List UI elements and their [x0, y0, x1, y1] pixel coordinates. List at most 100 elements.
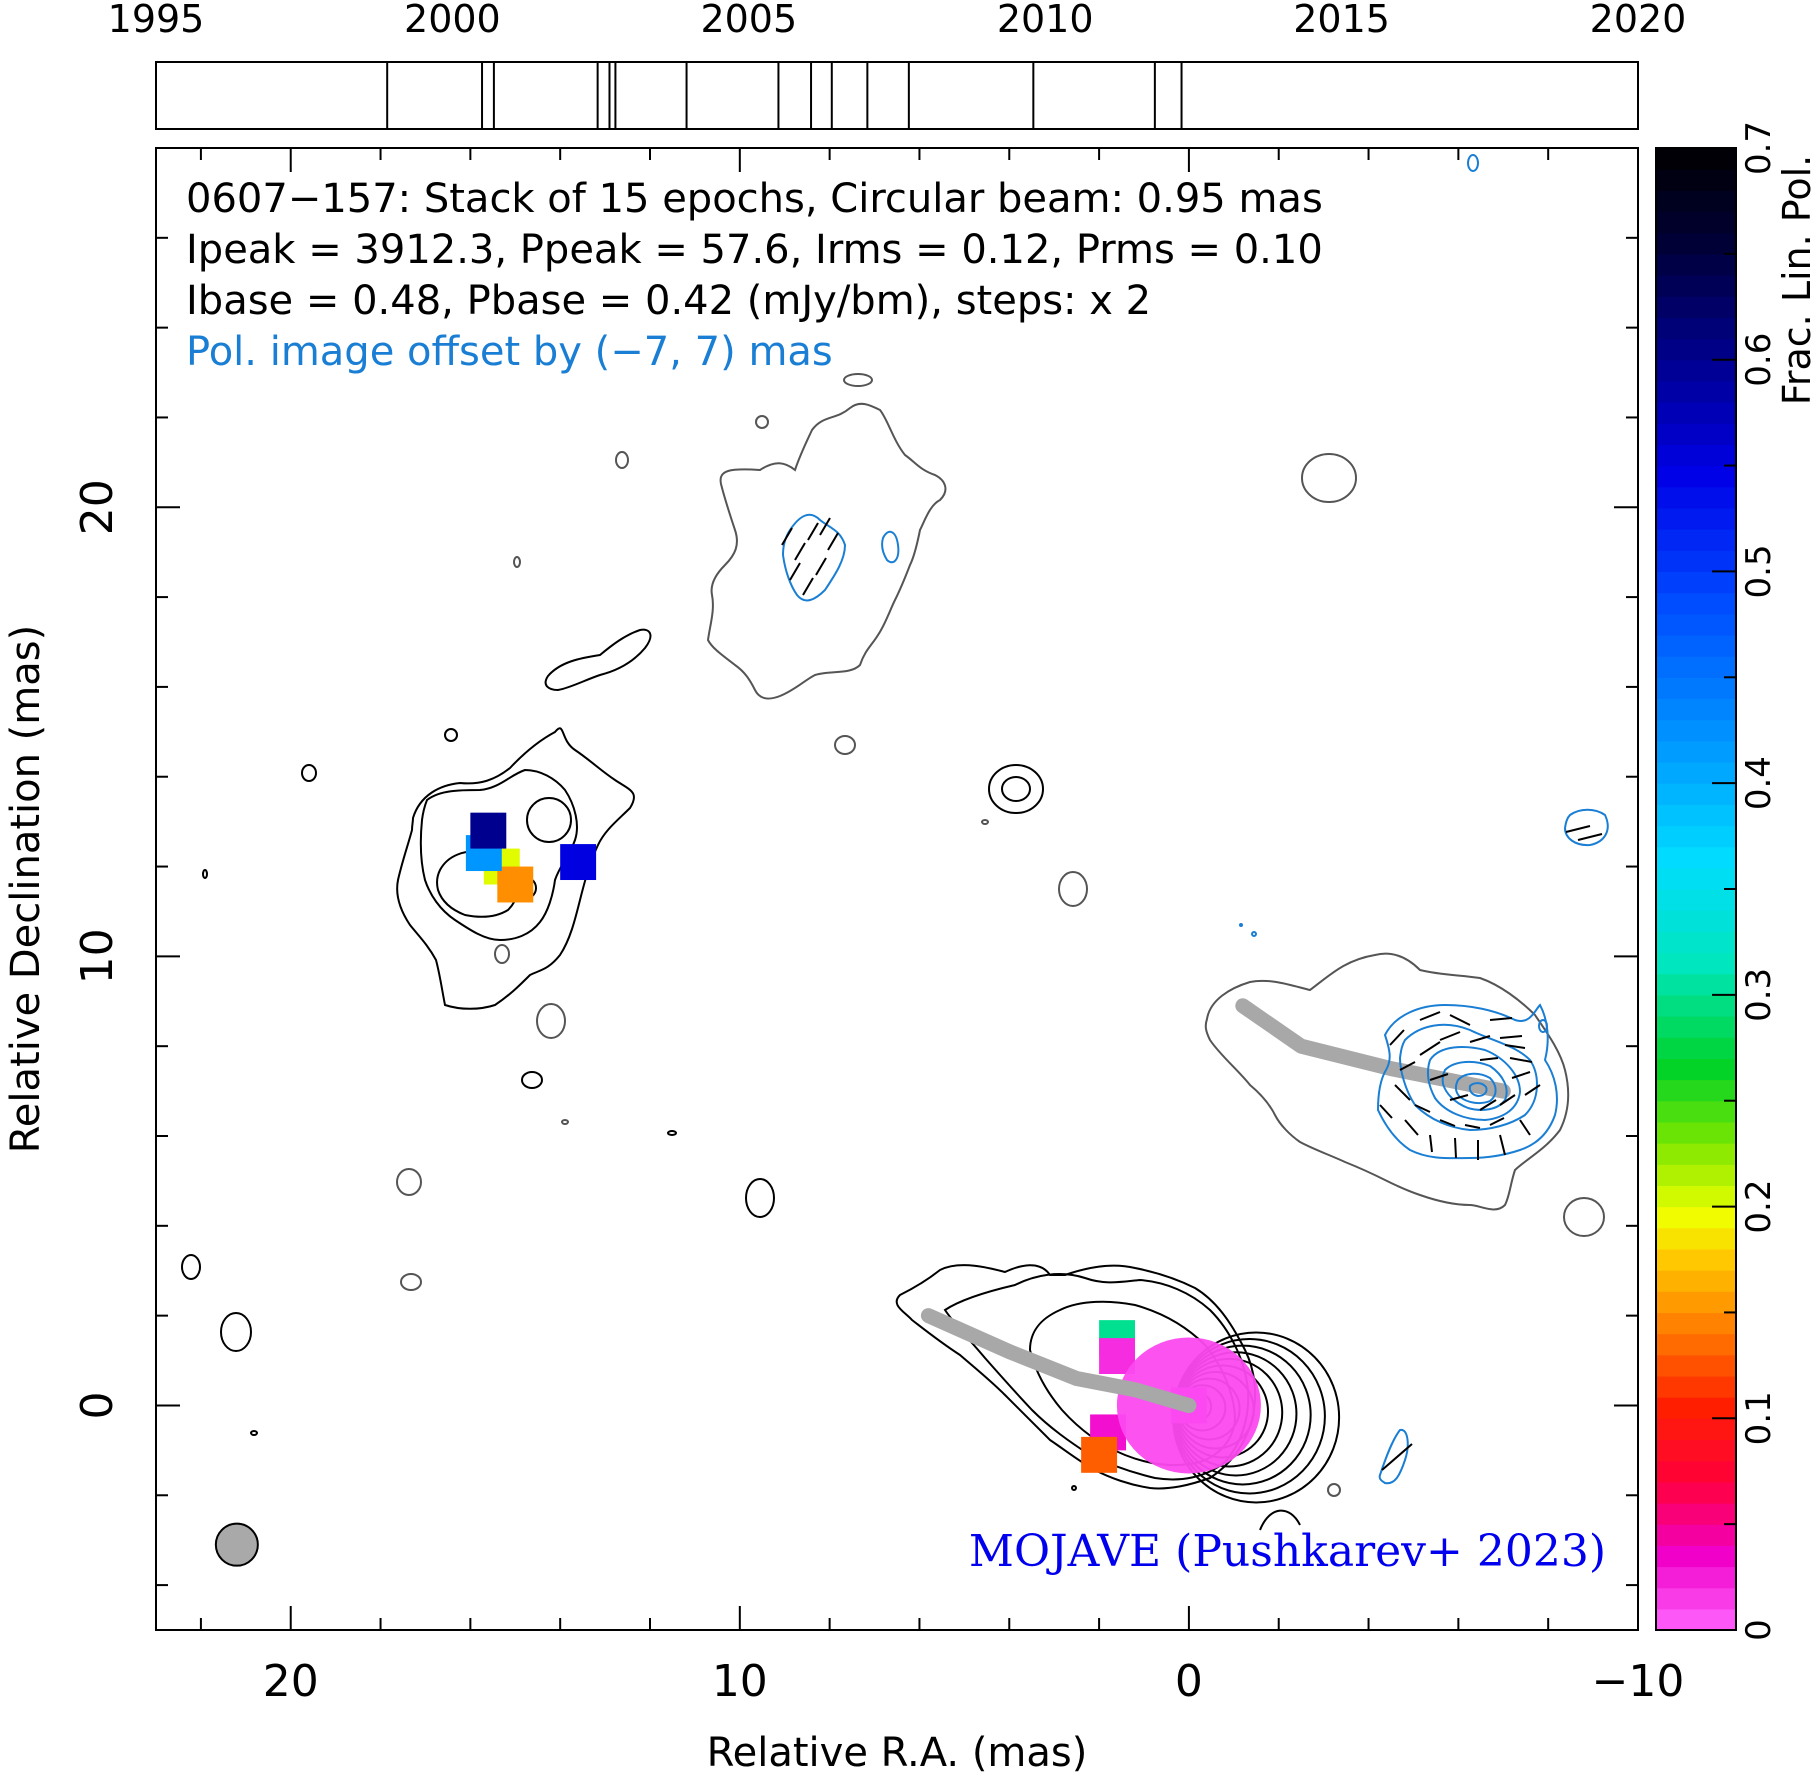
y-tick-label: 20: [72, 479, 123, 535]
colorbar-cell: [1656, 1397, 1736, 1419]
credit-label: MOJAVE (Pushkarev+ 2023): [969, 1526, 1606, 1577]
x-tick-label: −10: [1592, 1656, 1685, 1707]
colorbar-cell: [1656, 338, 1736, 361]
colorbar-cell: [1656, 465, 1736, 488]
epoch-year-label: 2015: [1293, 0, 1390, 41]
epoch-year-label: 2020: [1590, 0, 1687, 41]
colorbar-cell: [1656, 973, 1736, 996]
axis-ticks: [156, 147, 1639, 1630]
colorbar-tick-label: 0.6: [1739, 333, 1779, 387]
colorbar-cell: [1656, 867, 1736, 890]
colorbar-cell: [1656, 719, 1736, 742]
colorbar-cell: [1656, 1312, 1736, 1335]
colorbar-cell: [1656, 889, 1736, 911]
y-tick-label: 0: [72, 1391, 123, 1419]
axis-tick-labels: 20 10 0 −10 0 10 20: [72, 479, 1684, 1707]
colorbar-cell: [1656, 232, 1736, 255]
epoch-timeline-frame: [155, 61, 1639, 130]
y-tick-label: 10: [72, 928, 123, 984]
epoch-year-label: 2000: [404, 0, 501, 41]
colorbar-cell: [1656, 783, 1736, 805]
colorbar-cell: [1656, 317, 1736, 340]
colorbar-cell: [1656, 1143, 1736, 1165]
colorbar-cell: [1656, 613, 1736, 636]
colorbar-cell: [1656, 1333, 1736, 1356]
map-header: 0607−157: Stack of 15 epochs, Circular b…: [186, 176, 1323, 375]
colorbar-cell: [1656, 529, 1736, 551]
colorbar-cell: [1656, 296, 1736, 318]
colorbar-tick-label: 0.7: [1739, 121, 1779, 175]
colorbar-cell: [1656, 846, 1736, 869]
colorbar-cell: [1656, 1439, 1736, 1462]
colorbar-cell: [1656, 931, 1736, 954]
colorbar-cell: [1656, 761, 1736, 784]
colorbar-tick-label: 0.5: [1739, 544, 1779, 598]
plot-frame: [155, 147, 1639, 1631]
colorbar-cell: [1656, 1164, 1736, 1186]
header-line-2: Ipeak = 3912.3, Ppeak = 57.6, Irms = 0.1…: [186, 227, 1323, 273]
x-tick-label: 0: [1175, 1656, 1203, 1707]
colorbar-cell: [1656, 380, 1736, 403]
colorbar-cell: [1656, 740, 1736, 763]
low-level-intensity-contours: [396, 373, 1605, 1497]
colorbar-cell: [1656, 1524, 1736, 1546]
colorbar-cell: [1656, 910, 1736, 932]
colorbar-cell: [1656, 1291, 1736, 1314]
polarization-pixel: [560, 844, 597, 881]
header-line-1: 0607−157: Stack of 15 epochs, Circular b…: [186, 176, 1323, 222]
colorbar-cell: [1656, 190, 1736, 213]
colorbar-cell: [1656, 1058, 1736, 1081]
colorbar-cell: [1656, 1608, 1736, 1631]
colorbar-tick-label: 0.1: [1739, 1391, 1779, 1445]
colorbar-cell: [1656, 1227, 1736, 1250]
colorbar-cell: [1656, 994, 1736, 1017]
epoch-year-label: 2005: [700, 0, 797, 41]
jet-ridge-lines: [920, 998, 1511, 1413]
colorbar-cell: [1656, 1185, 1736, 1208]
colorbar-cell: [1656, 1587, 1736, 1610]
colorbar-cell: [1656, 1079, 1736, 1102]
colorbar-cell: [1656, 359, 1736, 382]
colorbar-cell: [1656, 1375, 1736, 1398]
colorbar-cell: [1656, 253, 1736, 276]
colorbar-cell: [1656, 1270, 1736, 1292]
fractional-polarization-pixels: [465, 812, 1261, 1474]
colorbar-cell: [1656, 656, 1736, 678]
colorbar-cell: [1656, 550, 1736, 573]
colorbar-cell: [1656, 1206, 1736, 1229]
colorbar-cell: [1656, 952, 1736, 975]
colorbar-cell: [1656, 1418, 1736, 1441]
colorbar-tick-label: 0.3: [1739, 968, 1779, 1022]
colorbar-cell: [1656, 1566, 1736, 1589]
colorbar-ticks: [1712, 147, 1736, 1631]
epoch-year-label: 2010: [997, 0, 1094, 41]
pol-offset-note: Pol. image offset by (−7, 7) mas: [186, 329, 833, 375]
colorbar: 0 0.1 0.2 0.3 0.4 0.5 0.6 0.7 Frac. Lin. Pol.: [1655, 121, 1819, 1641]
colorbar-cell: [1656, 211, 1736, 234]
colorbar-cell: [1656, 698, 1736, 721]
colorbar-cell: [1656, 1481, 1736, 1504]
colorbar-cell: [1656, 423, 1736, 445]
colorbar-cell: [1656, 677, 1736, 700]
colorbar-cell: [1656, 148, 1736, 170]
epoch-year-label: 1995: [108, 0, 205, 41]
x-axis-label: Relative R.A. (mas): [707, 1730, 1088, 1776]
epoch-timeline: 1995 2000 2005 2010 2015 2020: [108, 0, 1687, 130]
core-contour: [943, 1273, 1250, 1481]
colorbar-tick-label: 0: [1739, 1619, 1779, 1641]
x-tick-label: 10: [712, 1656, 768, 1707]
colorbar-tick-label: 0.2: [1739, 1180, 1779, 1234]
jet-ridge-line: [1235, 998, 1511, 1099]
polarization-pixel: [470, 812, 507, 849]
colorbar-label: Frac. Lin. Pol.: [1775, 155, 1819, 405]
colorbar-scale: [1656, 148, 1736, 1631]
colorbar-cell: [1656, 634, 1736, 657]
colorbar-cell: [1656, 1354, 1736, 1377]
polarization-pixel: [497, 866, 534, 903]
header-line-3: Ibase = 0.48, Pbase = 0.42 (mJy/bm), ste…: [186, 278, 1151, 324]
colorbar-cell: [1656, 1100, 1736, 1123]
polarization-contours: [781, 154, 1609, 1485]
colorbar-cell: [1656, 1545, 1736, 1568]
colorbar-cell: [1656, 275, 1736, 297]
